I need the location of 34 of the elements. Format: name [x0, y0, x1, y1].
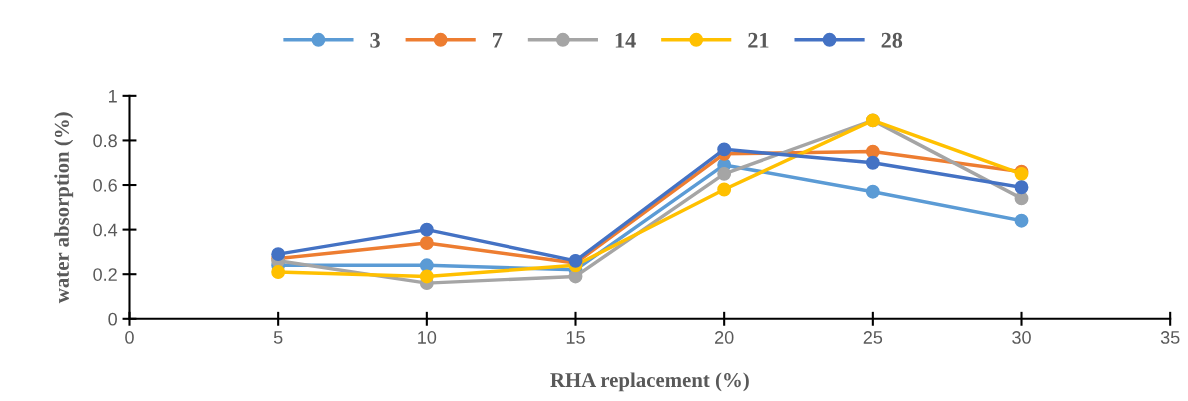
point	[419, 269, 434, 284]
y-tick-label: 0.6	[93, 178, 117, 192]
point	[865, 155, 880, 170]
point	[271, 265, 286, 279]
legend-label: 14	[615, 32, 636, 48]
x-tick-label: 0	[125, 331, 134, 344]
point	[1014, 180, 1029, 195]
legend-label: 3	[370, 32, 380, 48]
point	[717, 142, 732, 157]
point	[419, 258, 434, 273]
y-tick-label: 0.4	[93, 223, 118, 237]
y-tick-label: 0.2	[93, 268, 117, 281]
y-tick-label: 0.8	[93, 134, 117, 148]
x-tick-label: 20	[715, 331, 734, 344]
point	[717, 182, 732, 197]
y-axis-title: water absorption (%)	[54, 112, 74, 304]
x-tick-label: 30	[1012, 331, 1031, 344]
legend-label: 28	[881, 32, 903, 48]
point	[717, 166, 732, 181]
x-tick-label: 10	[418, 331, 437, 344]
point	[1014, 213, 1029, 228]
point	[419, 236, 434, 250]
x-tick-label: 35	[1160, 331, 1180, 344]
legend-label: 21	[748, 32, 769, 48]
point	[271, 247, 286, 262]
x-tick-label: 5	[273, 331, 283, 344]
x-axis-title: RHA replacement (%)	[550, 372, 749, 392]
point	[419, 222, 434, 237]
point	[865, 184, 880, 199]
x-tick-label: 15	[566, 331, 585, 344]
x-tick-label: 25	[863, 331, 883, 344]
y-tick-label: 0	[108, 312, 117, 326]
legend-label: 7	[493, 33, 503, 48]
y-tick-label: 1	[109, 89, 117, 103]
